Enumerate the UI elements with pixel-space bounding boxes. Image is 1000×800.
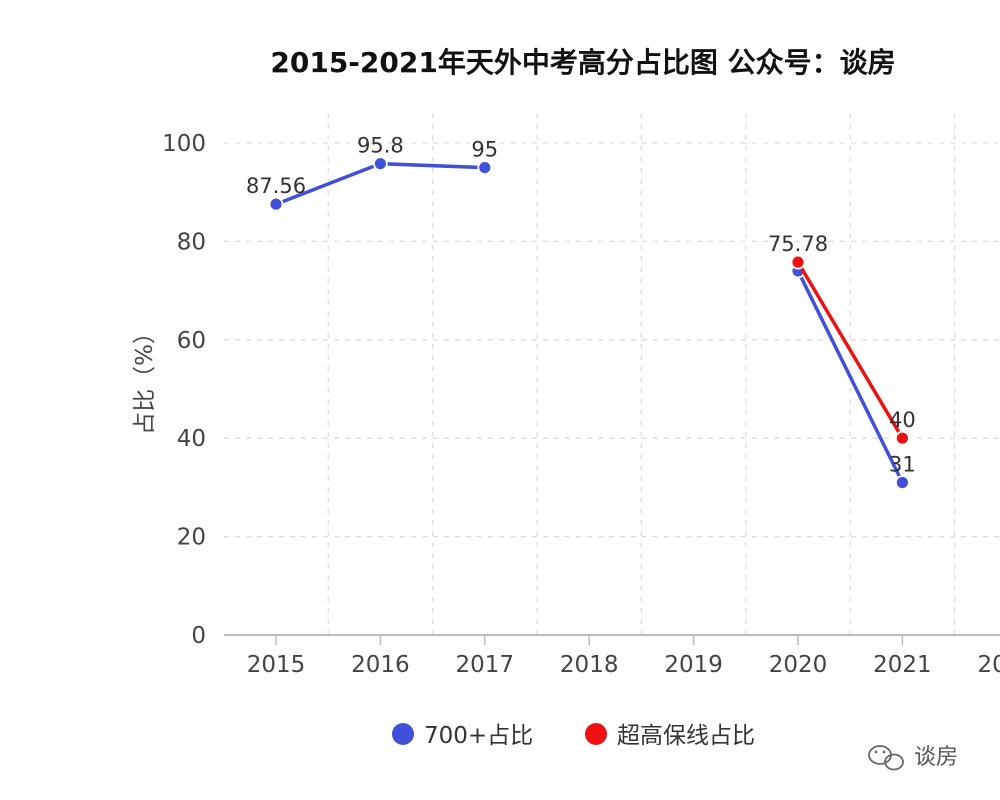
data-point[interactable] xyxy=(372,156,388,172)
x-tick-label: 2015 xyxy=(247,652,306,678)
data-label: 31 xyxy=(889,452,916,476)
y-tick-label: 40 xyxy=(177,426,206,452)
legend-label-700: 700+占比 xyxy=(424,723,533,749)
y-axis-label: 占比（%） xyxy=(132,321,158,435)
legend-item-baoxian[interactable]: 超高保线占比 xyxy=(585,723,755,749)
legend: 700+占比 超高保线占比 xyxy=(392,723,755,749)
x-tick-label: 2022 xyxy=(978,652,1000,678)
y-tick-label: 0 xyxy=(191,623,206,649)
data-point[interactable] xyxy=(895,430,910,446)
data-point[interactable] xyxy=(477,160,493,176)
x-tick-label: 2020 xyxy=(769,652,828,678)
series-layer xyxy=(268,156,910,490)
legend-marker-baoxian xyxy=(585,723,607,745)
x-tick-label: 2017 xyxy=(456,652,515,678)
series-line xyxy=(796,261,904,440)
chart-title: 2015-2021年天外中考高分占比图 公众号：谈房 xyxy=(270,46,895,79)
data-point[interactable] xyxy=(895,475,910,490)
x-tick-label: 2016 xyxy=(351,652,410,678)
data-label: 75.78 xyxy=(768,232,828,256)
data-point[interactable] xyxy=(790,254,806,270)
data-label: 87.56 xyxy=(246,174,306,198)
y-tick-label: 80 xyxy=(177,229,206,255)
wechat-icon xyxy=(868,745,904,771)
y-tick-label: 60 xyxy=(177,328,206,354)
watermark-text: 谈房 xyxy=(914,745,958,770)
y-tick-label: 20 xyxy=(177,525,206,551)
x-tick-label: 2018 xyxy=(560,652,619,678)
y-tick-label: 100 xyxy=(162,131,206,157)
legend-item-700[interactable]: 700+占比 xyxy=(392,723,533,749)
x-tick-label: 2021 xyxy=(873,652,932,678)
x-tick-label: 2019 xyxy=(664,652,723,678)
data-label: 95 xyxy=(471,138,498,162)
series-0 xyxy=(268,156,910,490)
series-1 xyxy=(790,254,910,446)
data-label: 95.8 xyxy=(357,134,404,158)
watermark: 谈房 xyxy=(868,745,958,771)
x-axis-ticks: 2015 2016 2017 2018 2019 2020 2021 2022 xyxy=(247,635,1000,678)
data-point[interactable] xyxy=(268,196,284,212)
legend-marker-700 xyxy=(392,723,414,745)
y-axis-ticks: 0 20 40 60 80 100 xyxy=(162,131,206,649)
series-line xyxy=(796,270,904,484)
data-label-layer: 87.56 95.8 95 31 75.78 40 xyxy=(246,134,916,477)
legend-label-baoxian: 超高保线占比 xyxy=(617,723,755,749)
data-label: 40 xyxy=(889,408,916,432)
grid-layer xyxy=(224,113,1000,635)
